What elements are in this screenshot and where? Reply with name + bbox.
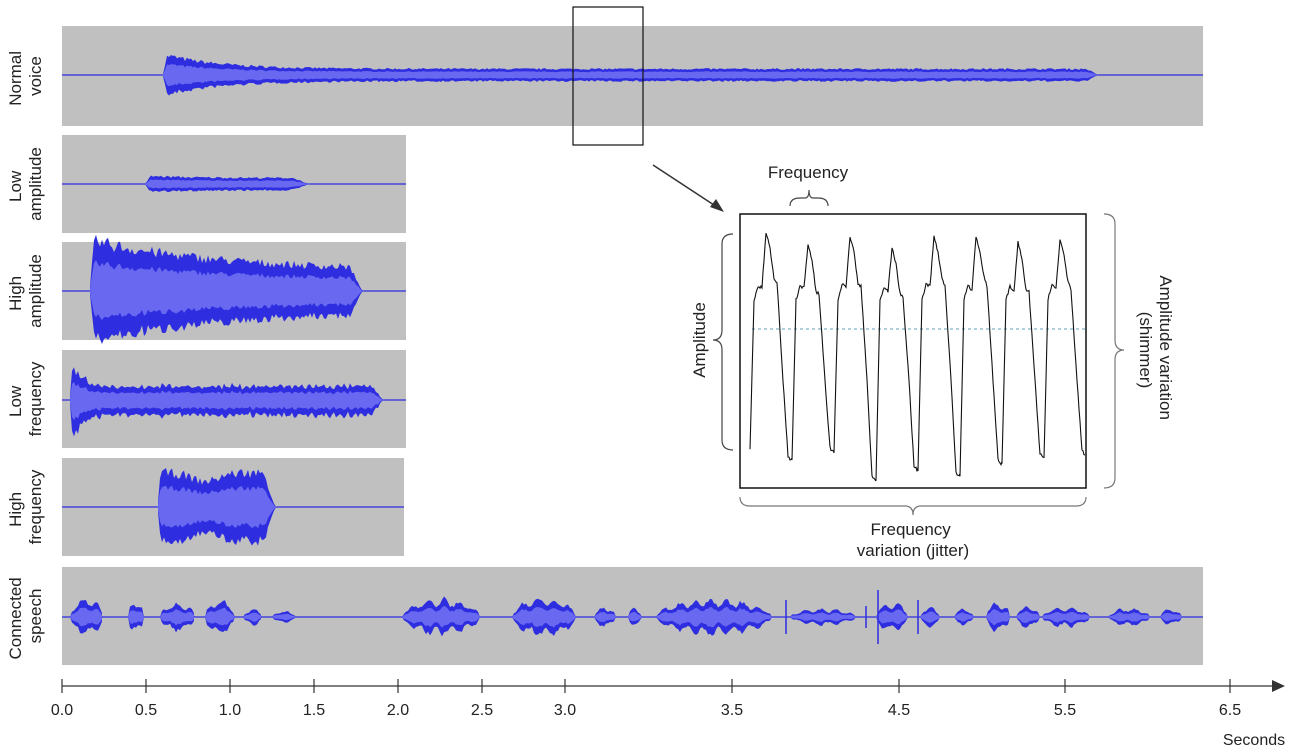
- axis-tick-label: 1.0: [219, 702, 241, 719]
- waveform-high-frequency: [62, 468, 404, 546]
- panel-connected-speech: Connected speech: [6, 567, 1203, 665]
- zoom-waveform: [749, 233, 1086, 482]
- waveform-low-frequency: [62, 367, 406, 437]
- waveform-envelope-inner: [920, 611, 940, 623]
- waveform-envelope-inner: [158, 485, 276, 529]
- panel-normal-voice: Normal voice: [6, 26, 1203, 126]
- speech-burst: [272, 611, 296, 623]
- axis-tick-label: 0.0: [51, 702, 73, 719]
- waveform-envelope-inner: [512, 607, 576, 628]
- zoom-arrow: [652, 164, 724, 212]
- speech-burst: [1042, 607, 1090, 628]
- speech-burst: [160, 602, 195, 633]
- waveform-envelope-inner: [243, 612, 261, 622]
- waveform-envelope-inner: [163, 64, 1099, 87]
- label-low-amplitude: Low amplitude: [6, 147, 45, 221]
- waveform-envelope-inner: [628, 611, 642, 622]
- waveform-envelope-inner: [1016, 610, 1040, 623]
- speech-burst: [205, 600, 235, 632]
- axis-tick-label: 1.5: [303, 702, 325, 719]
- speech-burst: [243, 609, 262, 626]
- waveform-envelope-inner: [986, 608, 1010, 626]
- speech-burst: [954, 608, 974, 626]
- waveform-envelope-inner: [145, 179, 311, 189]
- panel-low-amplitude: Low amplitude: [6, 135, 406, 233]
- speech-burst: [1108, 608, 1150, 626]
- waveform-envelope-inner: [128, 610, 144, 624]
- waveform-envelope-inner: [90, 260, 364, 321]
- amplitude-variation-brace: [1103, 213, 1125, 489]
- waveform-envelope-inner: [205, 607, 235, 626]
- label-normal-voice: Normal voice: [6, 46, 45, 106]
- zoom-selection-box: [572, 6, 644, 146]
- speech-burst: [1016, 605, 1040, 628]
- speech-burst: [790, 608, 856, 626]
- waveform-envelope-inner: [954, 612, 974, 622]
- speech-burst: [70, 600, 103, 634]
- waveform-envelope-inner: [790, 612, 856, 622]
- panel-high-amplitude: High amplitude: [6, 234, 406, 344]
- waveform-envelope-inner: [160, 609, 194, 626]
- waveform-connected-speech: [62, 590, 1203, 644]
- panel-high-frequency: High frequency: [6, 458, 404, 556]
- speech-burst: [1160, 609, 1182, 625]
- waveform-envelope-inner: [272, 613, 296, 621]
- axis-tick-label: 5.5: [1054, 702, 1076, 719]
- amplitude-variation-label: Amplitude variation (shimmer): [1136, 275, 1175, 424]
- waveform-high-amplitude: [62, 234, 406, 344]
- waveform-envelope-inner: [70, 382, 384, 421]
- axis-tick-label: 3.5: [721, 702, 743, 719]
- label-low-frequency: Low frequency: [6, 361, 45, 436]
- speech-burst: [986, 602, 1010, 633]
- speech-burst: [402, 596, 480, 637]
- time-axis-arrowhead: [1272, 680, 1285, 692]
- label-high-amplitude: High amplitude: [6, 254, 45, 328]
- amplitude-label: Amplitude: [690, 302, 709, 378]
- panel-low-frequency: Low frequency: [6, 350, 406, 448]
- speech-burst: [876, 603, 908, 631]
- waveform-low-amplitude: [62, 175, 406, 192]
- waveform-envelope-inner: [1042, 611, 1090, 624]
- speech-burst: [920, 606, 940, 628]
- zoom-panel: [739, 213, 1087, 489]
- axis-tick-label: 0.5: [135, 702, 157, 719]
- waveform-envelope-inner: [1160, 612, 1182, 622]
- axis-tick-label: 2.0: [387, 702, 409, 719]
- waveform-envelope-inner: [70, 607, 102, 627]
- label-high-frequency: High frequency: [6, 469, 45, 544]
- waveform-normal-voice: [62, 55, 1203, 96]
- waveform-envelope-inner: [876, 609, 908, 625]
- speech-burst: [594, 607, 616, 627]
- waveform-envelope-inner: [402, 605, 480, 628]
- frequency-variation-brace: [739, 496, 1087, 516]
- amplitude-brace: [712, 233, 734, 451]
- waveform-envelope-inner: [656, 607, 772, 628]
- waveform-envelope-inner: [594, 611, 616, 623]
- axis-tick-label: 2.5: [471, 702, 493, 719]
- speech-burst: [128, 604, 144, 630]
- speech-burst: [628, 607, 642, 625]
- time-axis: 0.0 0.5 1.0 1.5 2.0 2.5 3.0 3.5 4.5 5.5 6.5 Second…: [51, 679, 1285, 749]
- frequency-brace: [789, 189, 829, 207]
- axis-tick-label: 4.5: [888, 702, 910, 719]
- frequency-variation-label: Frequency variation (jitter): [857, 520, 969, 560]
- axis-tick-label: 6.5: [1219, 702, 1241, 719]
- speech-burst: [512, 598, 576, 637]
- axis-tick-label: 3.0: [554, 702, 576, 719]
- speech-burst: [656, 598, 772, 636]
- waveform-envelope-inner: [1108, 612, 1150, 622]
- axis-unit-label: Seconds: [1223, 732, 1285, 749]
- frequency-label: Frequency: [768, 163, 849, 182]
- label-connected-speech: Connected speech: [6, 573, 45, 660]
